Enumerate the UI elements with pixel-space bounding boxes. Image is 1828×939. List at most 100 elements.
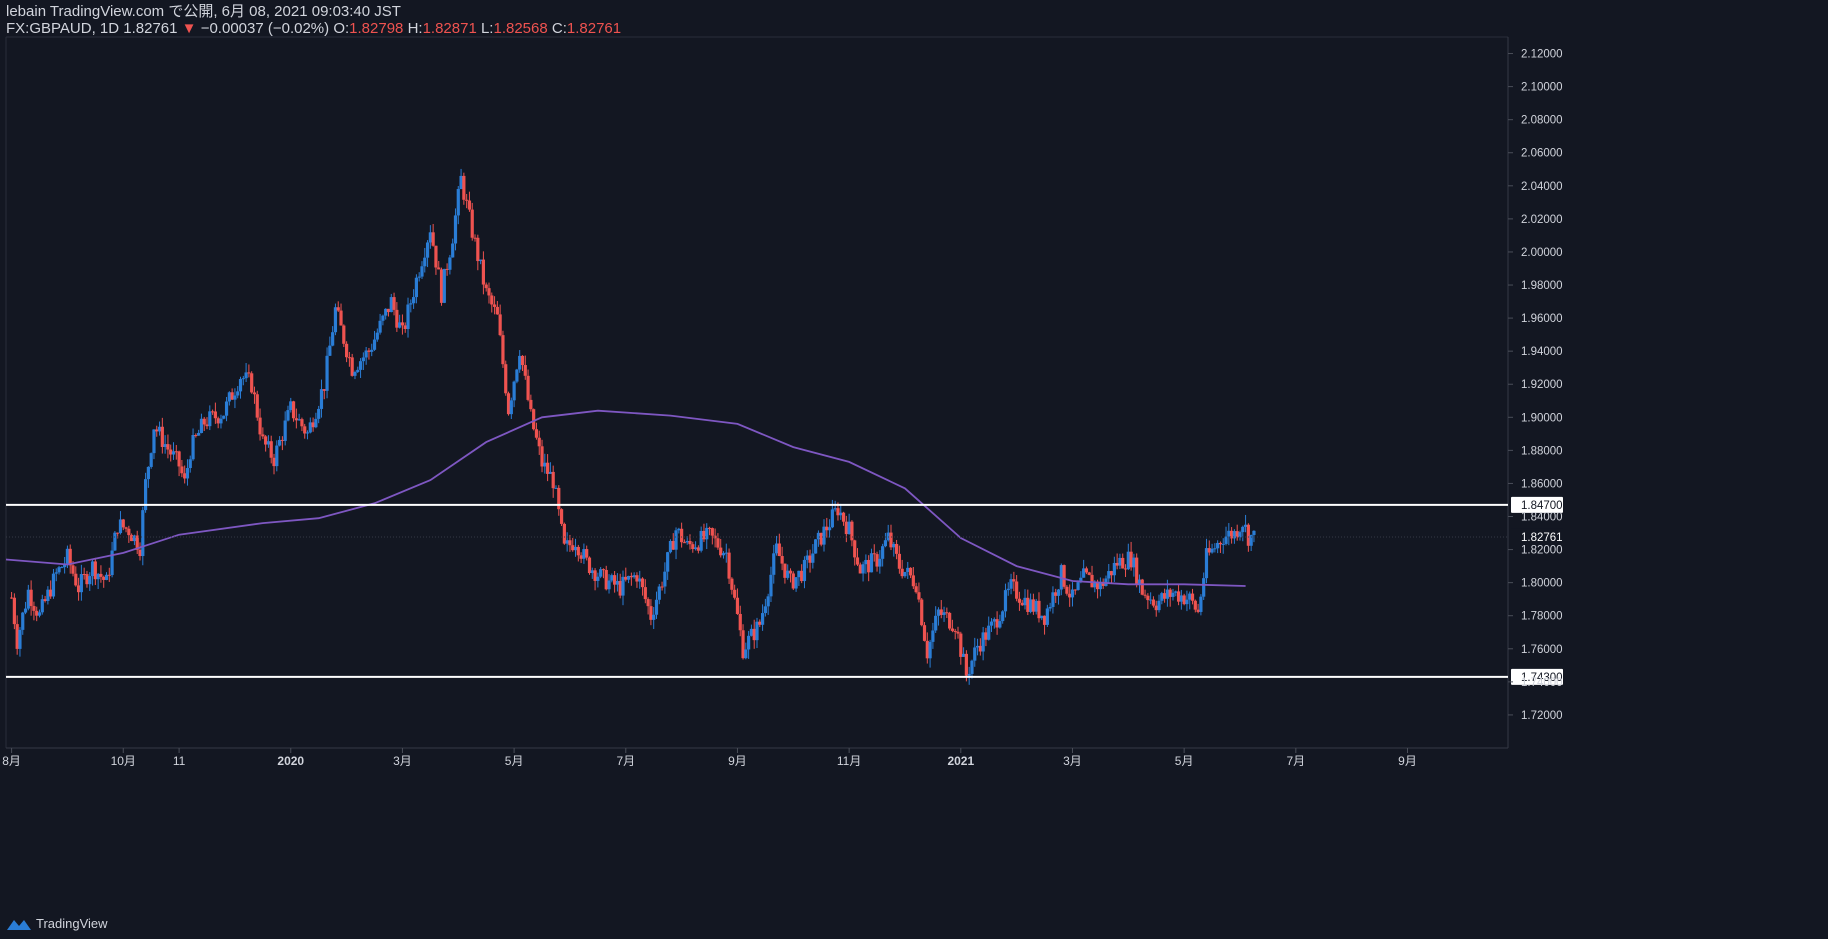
candle-down (716, 538, 720, 548)
candle-down (844, 521, 848, 535)
candle-up (554, 487, 558, 489)
candle-up (967, 673, 971, 676)
candle-up (1093, 581, 1097, 588)
candle-up (297, 419, 301, 421)
candle-up (238, 379, 243, 392)
candle-up (981, 632, 985, 652)
candle-down (917, 592, 921, 600)
candle-up (663, 571, 667, 587)
candle-up (1126, 551, 1130, 570)
price-tick-label: 1.88000 (1521, 445, 1563, 457)
price-tick-label: 2.02000 (1521, 214, 1563, 226)
candle-down (1109, 571, 1114, 576)
candle-down (85, 574, 89, 585)
price-tick-label: 1.90000 (1521, 412, 1563, 424)
candle-up (1112, 562, 1116, 576)
candle-up (459, 175, 463, 190)
candle-down (501, 335, 505, 365)
candle-up (208, 411, 212, 427)
candle-up (1023, 597, 1027, 606)
level-price-badge (1511, 496, 1563, 513)
candle-up (677, 528, 681, 531)
symbol-interval[interactable]: FX:GBPAUD, 1D (6, 20, 120, 37)
candle-up (1160, 593, 1164, 601)
candle-up (1243, 524, 1248, 527)
candle-up (188, 459, 192, 469)
candle-up (755, 621, 759, 641)
candle-up (328, 345, 332, 356)
candle-down (914, 586, 918, 593)
candle-up (749, 628, 754, 636)
candle-up (157, 426, 162, 432)
price-tick-label: 1.72000 (1521, 710, 1563, 722)
candle-up (833, 508, 837, 510)
candle-down (194, 435, 198, 437)
candle-down (367, 350, 371, 352)
candle-down (900, 568, 904, 577)
candle-down (568, 540, 572, 546)
candle-down (587, 557, 592, 574)
candle-down (258, 417, 262, 435)
candle-up (1157, 600, 1161, 611)
candle-up (632, 575, 636, 578)
candle-up (283, 420, 287, 441)
candle-up (543, 462, 547, 467)
candle-down (216, 418, 220, 424)
last-price-badge (1511, 528, 1563, 545)
candle-down (1135, 557, 1139, 585)
candle-down (138, 549, 142, 557)
candle-up (1045, 608, 1049, 625)
candle-down (487, 288, 491, 296)
candle-down (855, 557, 860, 565)
candle-down (294, 418, 298, 421)
candle-down (155, 429, 159, 432)
candle-up (1199, 596, 1203, 612)
low-label: L: (480, 20, 494, 37)
candle-down (230, 392, 234, 400)
candle-down (1062, 565, 1066, 587)
candle-up (185, 468, 190, 479)
candle-down (1182, 595, 1186, 605)
candle-up (456, 189, 460, 216)
candle-down (777, 543, 781, 557)
candle-down (1143, 594, 1147, 596)
candle-down (336, 307, 340, 311)
candle-down (629, 575, 633, 578)
candle-up (822, 526, 826, 545)
candle-up (227, 392, 231, 402)
candle-down (400, 322, 405, 326)
candle-up (802, 559, 807, 582)
candle-down (12, 597, 16, 625)
candle-down (339, 310, 343, 326)
candle-down (350, 357, 354, 376)
candle-up (378, 320, 382, 333)
candle-down (99, 573, 103, 577)
candle-down (894, 543, 899, 554)
candle-up (1040, 615, 1044, 619)
candle-down (1218, 542, 1223, 545)
candle-up (1056, 589, 1061, 596)
candle-down (853, 540, 857, 558)
candle-up (1224, 536, 1228, 544)
candle-up (892, 543, 896, 548)
price-tick-label: 1.74000 (1521, 677, 1563, 689)
candle-down (752, 628, 756, 641)
candle-up (590, 570, 594, 574)
candle-down (255, 394, 259, 418)
candle-up (364, 350, 368, 358)
candle-up (51, 573, 56, 597)
candle-up (1213, 548, 1217, 550)
high-value: 1.82871 (422, 20, 477, 37)
candle-down (783, 563, 787, 578)
candle-down (579, 555, 583, 559)
candle-up (191, 435, 195, 460)
time-tick-label: 9月 (1398, 754, 1417, 768)
time-tick-label: 9月 (728, 754, 747, 768)
candle-down (978, 645, 982, 652)
change-down-arrow-icon: ▼ (181, 20, 197, 37)
tradingview-watermark[interactable]: TradingView (6, 916, 108, 931)
candle-down (571, 545, 575, 551)
candle-down (791, 573, 795, 589)
candle-down (74, 573, 78, 586)
